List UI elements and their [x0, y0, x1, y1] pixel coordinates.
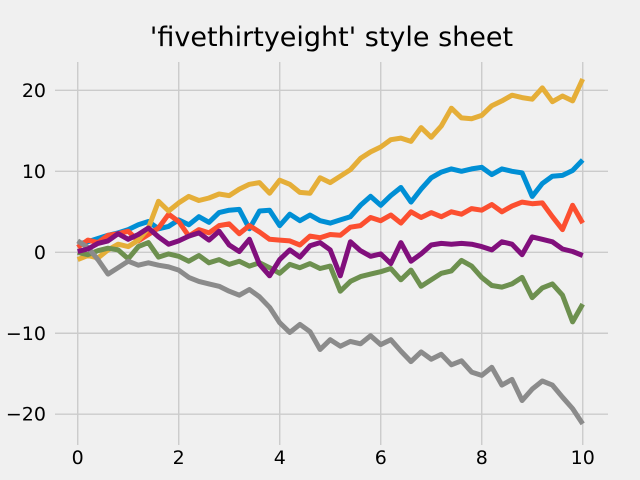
random-walk-purple-line — [77, 225, 584, 279]
x-tick-label: 0 — [72, 447, 84, 469]
x-tick-label: 2 — [173, 447, 185, 469]
x-tick-label: 8 — [476, 447, 488, 469]
random-walk-green-line — [77, 240, 585, 325]
chart-title: 'fivethirtyeight' style sheet — [149, 22, 514, 53]
y-tick-label: 10 — [22, 161, 46, 183]
x-tick-label: 4 — [274, 447, 286, 469]
y-tick-label: 20 — [22, 80, 46, 102]
series-layer — [76, 77, 585, 426]
x-tick-label: 6 — [375, 447, 387, 469]
random-walk-gray-line — [76, 238, 585, 426]
x-axis-tick-labels: 0 2 4 6 8 10 — [72, 447, 595, 469]
y-tick-label: −10 — [6, 323, 46, 345]
y-tick-label: 0 — [34, 242, 46, 264]
random-walk-yellow-line — [76, 77, 585, 262]
random-walk-blue-line — [77, 158, 585, 247]
random-walk-red-line — [76, 199, 585, 250]
x-tick-label: 10 — [571, 447, 595, 469]
y-axis-tick-labels: −20 −10 0 10 20 — [6, 80, 46, 426]
y-tick-label: −20 — [6, 404, 46, 426]
